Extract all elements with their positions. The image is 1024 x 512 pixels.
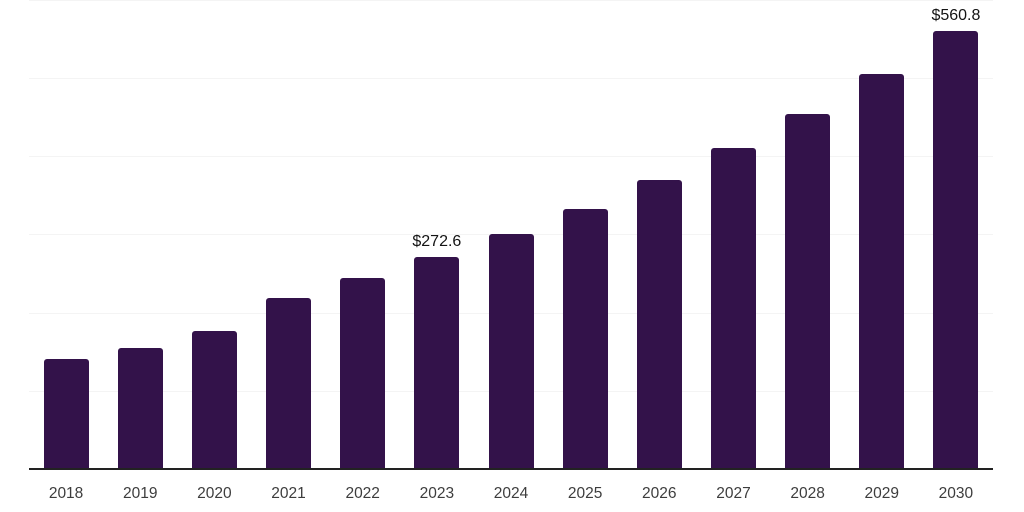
x-tick-label-2020: 2020	[197, 485, 232, 502]
bar-2025	[562, 209, 608, 470]
bar-2026	[636, 180, 682, 470]
x-tick-label-2019: 2019	[122, 485, 158, 502]
bar-2027	[710, 148, 756, 470]
x-tick-label-2025: 2025	[567, 485, 603, 502]
bar-2029	[859, 73, 905, 470]
x-tick-label-2024: 2024	[493, 485, 529, 502]
gridline	[29, 156, 993, 158]
x-tick-label-2027: 2027	[716, 485, 751, 502]
data-label-2023: $272.6	[412, 232, 462, 250]
data-label-2030: $560.8	[931, 7, 981, 25]
x-tick-label-2029: 2029	[864, 485, 900, 502]
bar-2030	[933, 31, 979, 470]
bar-2019	[117, 347, 163, 470]
x-tick-label-2021: 2021	[271, 485, 306, 502]
bar-2023	[414, 256, 460, 470]
gridline	[29, 77, 993, 79]
bar-2022	[340, 278, 386, 470]
bar-2024	[488, 233, 534, 470]
bar-2020	[191, 330, 237, 470]
x-tick-label-2030: 2030	[938, 485, 974, 502]
x-tick-label-2018: 2018	[48, 485, 84, 502]
gridline	[29, 0, 993, 1]
bar-2021	[266, 298, 312, 470]
bar-2018	[43, 358, 89, 470]
x-tick-label-2028: 2028	[790, 485, 825, 502]
x-tick-label-2023: 2023	[419, 485, 455, 502]
x-tick-label-2026: 2026	[642, 485, 677, 502]
x-axis-line	[29, 468, 993, 470]
plot-area: $272.6 $560.8	[29, 0, 993, 470]
x-tick-label-2022: 2022	[345, 485, 380, 502]
bar-2028	[785, 113, 831, 470]
